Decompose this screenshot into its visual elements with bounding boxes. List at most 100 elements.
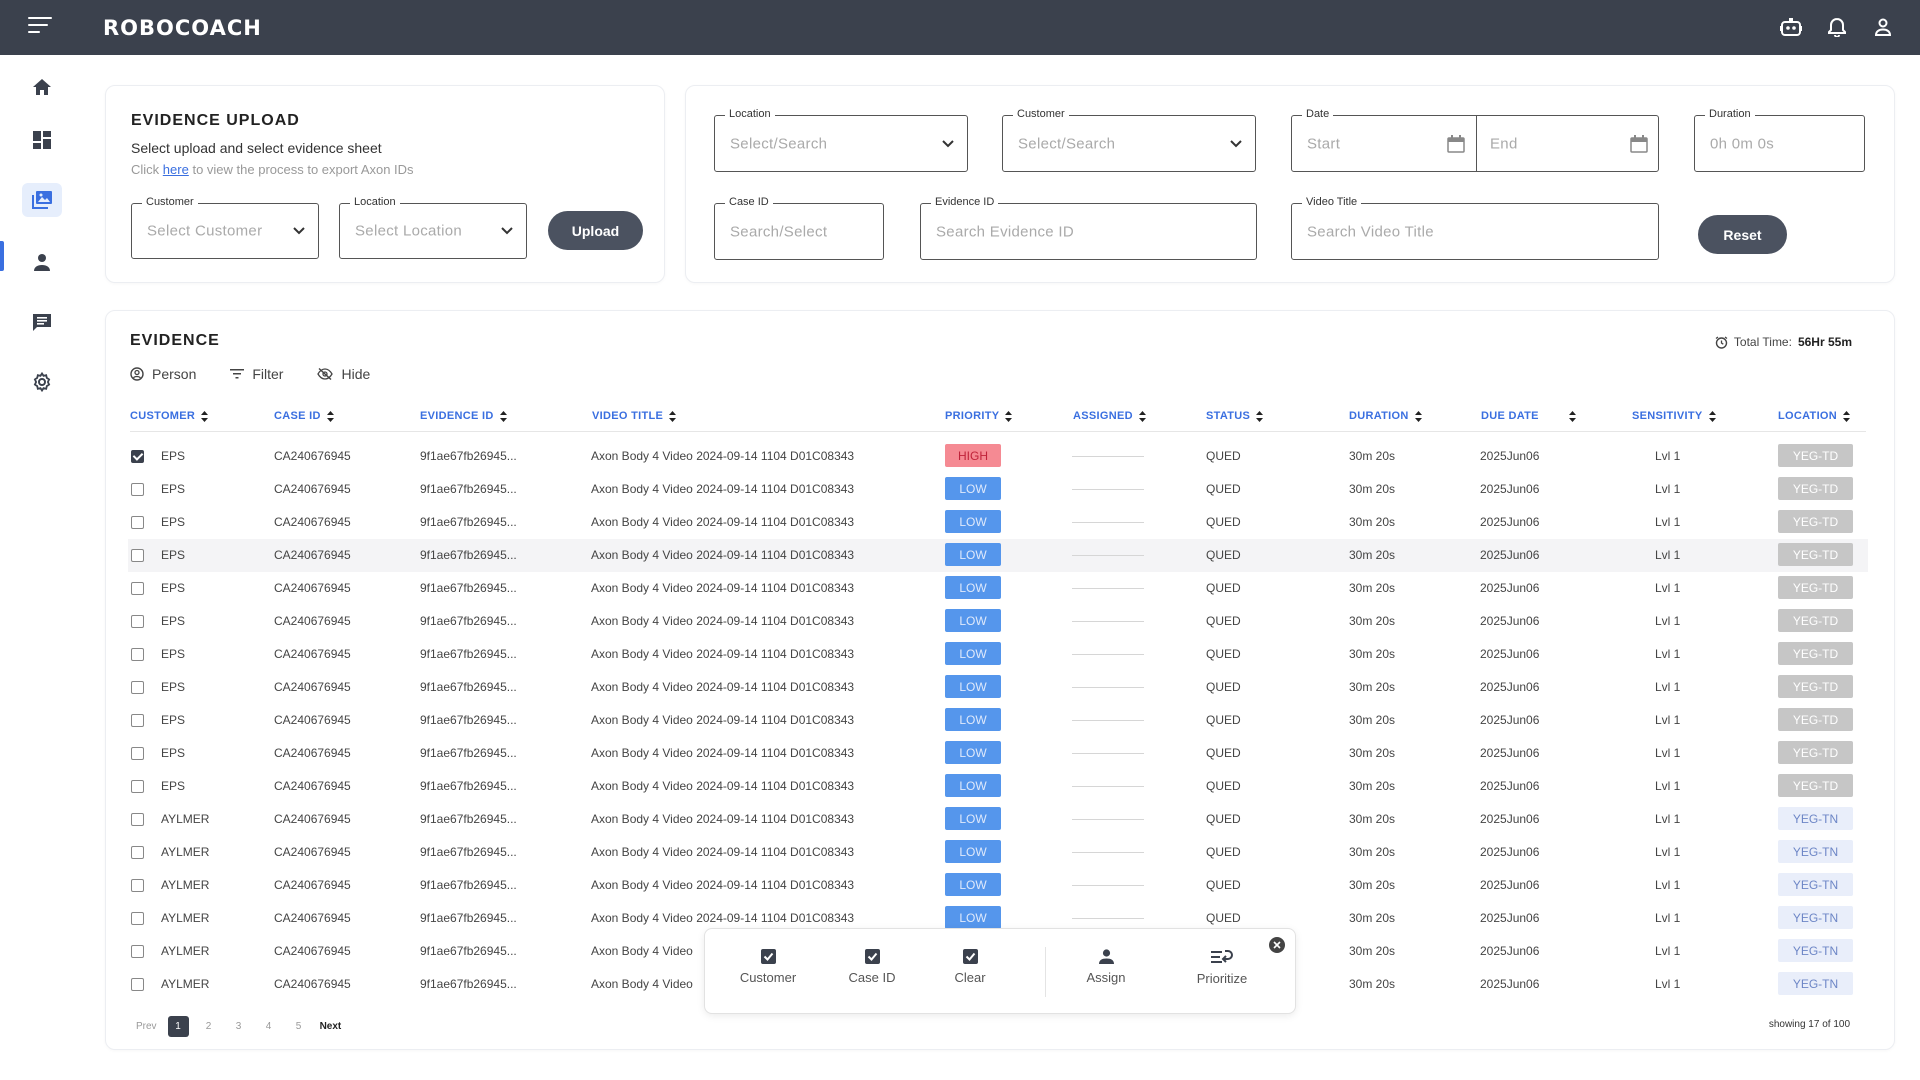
row-checkbox[interactable] (131, 945, 144, 958)
filter-location-select[interactable]: Location Select/Search (714, 108, 968, 172)
filter-duration-input[interactable]: Duration 0h 0m 0s (1694, 108, 1865, 172)
table-row[interactable]: AYLMER CA240676945 9f1ae67fb26945... Axon B… (128, 902, 1868, 935)
filter-customer-select[interactable]: Customer Select/Search (1002, 108, 1256, 172)
column-header-sensitivity[interactable]: SENSITIVITY (1632, 410, 1716, 422)
assigned-empty[interactable] (1072, 852, 1144, 853)
date-end-input[interactable]: End (1490, 135, 1518, 152)
assigned-empty[interactable] (1072, 456, 1144, 457)
date-start-input[interactable]: Start (1307, 135, 1341, 152)
column-header-priority[interactable]: PRIORITY (945, 410, 1013, 422)
table-row[interactable]: EPS CA240676945 9f1ae67fb26945... Axon Body… (128, 440, 1868, 473)
assigned-empty[interactable] (1072, 918, 1144, 919)
sidebar-item-messages[interactable] (22, 305, 62, 339)
table-row[interactable]: EPS CA240676945 9f1ae67fb26945... Axon Body… (128, 473, 1868, 506)
help-link[interactable]: here (162, 162, 189, 177)
page-2-button[interactable]: 2 (205, 1021, 212, 1032)
assigned-empty[interactable] (1072, 819, 1144, 820)
column-header-video-title[interactable]: VIDEO TITLE (592, 410, 677, 422)
row-checkbox[interactable] (131, 516, 144, 529)
column-header-assigned[interactable]: ASSIGNED (1073, 410, 1146, 422)
table-row[interactable]: EPS CA240676945 9f1ae67fb26945... Axon Body… (128, 572, 1868, 605)
row-checkbox[interactable] (131, 681, 144, 694)
column-header-duration[interactable]: DURATION (1349, 410, 1422, 422)
filter-videotitle-input[interactable]: Video Title Search Video Title (1291, 196, 1659, 260)
robot-icon[interactable] (1778, 13, 1804, 41)
filter-caseid-input[interactable]: Case ID Search/Select (714, 196, 884, 260)
assigned-empty[interactable] (1072, 621, 1144, 622)
action-prioritize[interactable]: Prioritize (1177, 949, 1267, 986)
sidebar-item-users[interactable] (22, 245, 62, 279)
row-checkbox[interactable] (131, 648, 144, 661)
row-checkbox[interactable] (131, 813, 144, 826)
calendar-icon[interactable] (1447, 134, 1465, 153)
assigned-empty[interactable] (1072, 654, 1144, 655)
row-checkbox[interactable] (131, 615, 144, 628)
column-header-case-id[interactable]: CASE ID (274, 410, 334, 422)
assigned-empty[interactable] (1072, 786, 1144, 787)
table-row[interactable]: AYLMER CA240676945 9f1ae67fb26945... Axon B… (128, 836, 1868, 869)
table-row[interactable]: AYLMER CA240676945 9f1ae67fb26945... Axon B… (128, 968, 1868, 1001)
row-checkbox[interactable] (131, 978, 144, 991)
column-header-due-date[interactable]: DUE DATE (1481, 410, 1576, 422)
upload-customer-select[interactable]: Customer Select Customer (131, 196, 319, 259)
page-4-button[interactable]: 4 (265, 1021, 272, 1032)
assigned-empty[interactable] (1072, 687, 1144, 688)
sidebar-item-evidence[interactable] (22, 183, 62, 217)
bell-icon[interactable] (1824, 13, 1850, 41)
sidebar-item-settings[interactable] (22, 365, 62, 399)
action-customer[interactable]: Customer (723, 949, 813, 985)
calendar-icon[interactable] (1630, 134, 1648, 153)
assigned-empty[interactable] (1072, 555, 1144, 556)
row-checkbox[interactable] (131, 549, 144, 562)
user-icon[interactable] (1870, 13, 1896, 41)
table-row[interactable]: AYLMER CA240676945 9f1ae67fb26945... Axon B… (128, 935, 1868, 968)
table-row[interactable]: EPS CA240676945 9f1ae67fb26945... Axon Body… (128, 539, 1868, 572)
page-5-button[interactable]: 5 (295, 1021, 302, 1032)
assigned-empty[interactable] (1072, 522, 1144, 523)
upload-location-select[interactable]: Location Select Location (339, 196, 527, 259)
table-row[interactable]: EPS CA240676945 9f1ae67fb26945... Axon Body… (128, 704, 1868, 737)
row-checkbox[interactable] (131, 483, 144, 496)
hide-toggle[interactable]: Hide (317, 366, 370, 382)
upload-button[interactable]: Upload (548, 211, 643, 250)
assigned-empty[interactable] (1072, 720, 1144, 721)
page-1-button[interactable]: 1 (167, 1016, 189, 1037)
table-row[interactable]: AYLMER CA240676945 9f1ae67fb26945... Axon B… (128, 869, 1868, 902)
row-checkbox[interactable] (131, 747, 144, 760)
row-checkbox[interactable] (131, 450, 144, 463)
row-checkbox[interactable] (131, 582, 144, 595)
table-row[interactable]: EPS CA240676945 9f1ae67fb26945... Axon Body… (128, 770, 1868, 803)
column-header-location[interactable]: LOCATION (1778, 410, 1851, 422)
table-row[interactable]: EPS CA240676945 9f1ae67fb26945... Axon Body… (128, 605, 1868, 638)
filter-date-range[interactable]: Date Start End (1291, 108, 1659, 172)
table-row[interactable]: AYLMER CA240676945 9f1ae67fb26945... Axon B… (128, 803, 1868, 836)
table-row[interactable]: EPS CA240676945 9f1ae67fb26945... Axon Body… (128, 737, 1868, 770)
menu-icon[interactable] (28, 17, 52, 39)
next-page-button[interactable]: Next (319, 1021, 342, 1032)
action-clear[interactable]: Clear (925, 949, 1015, 985)
assigned-empty[interactable] (1072, 489, 1144, 490)
table-row[interactable]: EPS CA240676945 9f1ae67fb26945... Axon Body… (128, 638, 1868, 671)
page-3-button[interactable]: 3 (235, 1021, 242, 1032)
sidebar-item-home[interactable] (22, 70, 62, 104)
table-row[interactable]: EPS CA240676945 9f1ae67fb26945... Axon Body… (128, 671, 1868, 704)
table-row[interactable]: EPS CA240676945 9f1ae67fb26945... Axon Body… (128, 506, 1868, 539)
close-icon[interactable] (1269, 937, 1285, 953)
filter-evidenceid-input[interactable]: Evidence ID Search Evidence ID (920, 196, 1257, 260)
reset-button[interactable]: Reset (1698, 215, 1787, 254)
row-checkbox[interactable] (131, 879, 144, 892)
assigned-empty[interactable] (1072, 753, 1144, 754)
column-header-status[interactable]: STATUS (1206, 410, 1264, 422)
row-checkbox[interactable] (131, 714, 144, 727)
column-header-customer[interactable]: CUSTOMER (130, 410, 209, 422)
column-header-evidence-id[interactable]: EVIDENCE ID (420, 410, 507, 422)
action-case-id[interactable]: Case ID (827, 949, 917, 985)
row-checkbox[interactable] (131, 780, 144, 793)
assigned-empty[interactable] (1072, 588, 1144, 589)
row-checkbox[interactable] (131, 912, 144, 925)
prev-page-button[interactable]: Prev (136, 1021, 157, 1032)
assigned-empty[interactable] (1072, 885, 1144, 886)
sidebar-item-dashboard[interactable] (22, 123, 62, 157)
row-checkbox[interactable] (131, 846, 144, 859)
action-assign[interactable]: Assign (1061, 949, 1151, 985)
